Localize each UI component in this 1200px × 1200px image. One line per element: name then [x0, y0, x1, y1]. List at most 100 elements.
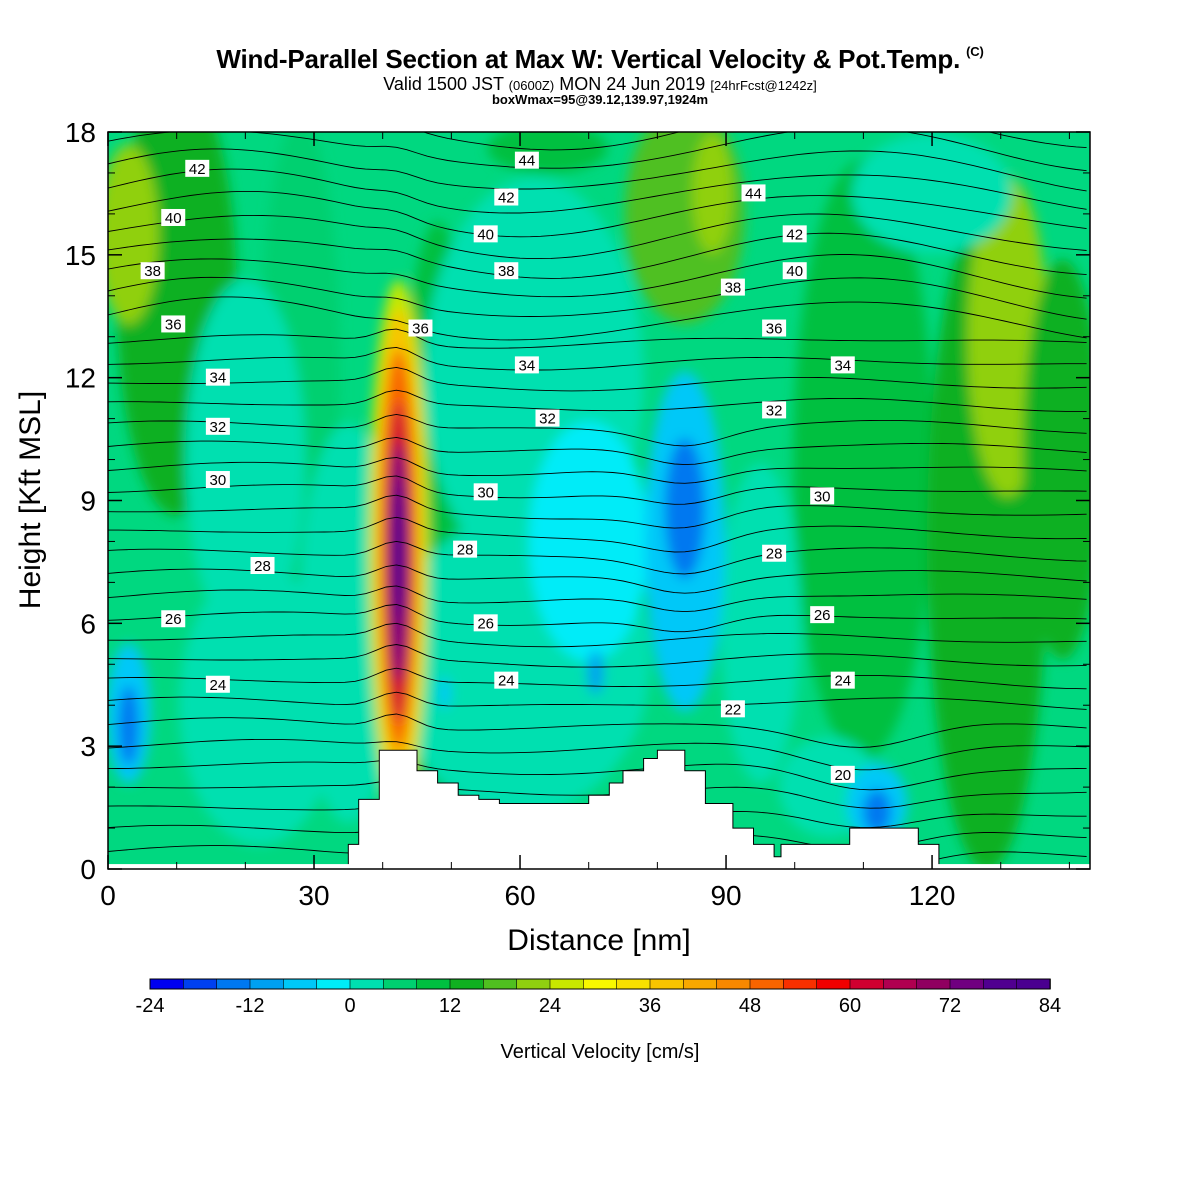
contour-label-text: 38: [144, 263, 161, 280]
contour-label-box: [535, 409, 560, 427]
contour-label: 40: [782, 262, 807, 280]
contour-label-text: 36: [165, 316, 182, 333]
isentrope-lines: [108, 86, 1087, 869]
isentrope-line: [108, 366, 1087, 392]
isentrope-line: [108, 540, 1087, 575]
colorbar-swatch: [1016, 978, 1051, 990]
colorbar-swatch: [949, 978, 985, 990]
colorbar-swatch: [816, 978, 851, 990]
isentrope-line: [108, 759, 1087, 791]
isentrope-line: [108, 132, 1087, 172]
terrain-base: [108, 864, 1090, 869]
isentrope-line: [108, 213, 1087, 260]
contour-label-box: [762, 544, 787, 562]
contour-label-text: 28: [457, 542, 474, 559]
contour-label-text: 34: [834, 357, 851, 374]
isentrope-line: [108, 276, 1087, 320]
contour-label-box: [205, 471, 230, 489]
colorbar-tick-label: 36: [639, 995, 661, 1017]
colorbar-tick-label: 72: [939, 995, 961, 1017]
contour-label: 36: [161, 315, 186, 333]
velocity-region: [392, 479, 405, 620]
contour-label: 30: [205, 471, 230, 489]
isentrope-line: [108, 713, 1087, 748]
contour-label-box: [741, 184, 766, 202]
contour-label-text: 28: [254, 558, 271, 575]
colorbar-swatch: [849, 978, 885, 990]
contour-label-box: [250, 557, 275, 575]
x-tick-label: 120: [909, 880, 956, 911]
isentrope-line: [108, 389, 1087, 412]
isentrope-line: [108, 457, 1087, 484]
contour-label-text: 20: [834, 767, 851, 784]
contour-label-box: [494, 262, 519, 280]
contour-label-box: [494, 671, 519, 689]
velocity-region: [863, 789, 892, 834]
colorbar-swatch: [216, 978, 251, 990]
isentrope-line: [108, 738, 1087, 771]
contour-label: 28: [762, 544, 787, 563]
contour-label-box: [473, 614, 498, 632]
isentrope-line: [108, 516, 1087, 553]
contour-label-box: [185, 159, 210, 177]
contour-label-text: 36: [412, 321, 429, 338]
colorbar-swatch: [683, 978, 718, 990]
contour-label-box: [830, 356, 855, 374]
colorbar-swatch: [616, 978, 651, 990]
contour-label-box: [140, 262, 165, 280]
velocity-region: [528, 421, 649, 662]
contour-label-text: 28: [766, 546, 783, 563]
contour-label-box: [408, 319, 433, 337]
contour-label-box: [205, 368, 230, 386]
colorbar-swatch: [349, 978, 385, 990]
isentrope-line: [108, 667, 1087, 690]
isentrope-line: [108, 296, 1087, 341]
velocity-region: [692, 133, 733, 254]
velocity-region: [1022, 259, 1090, 660]
plot-area: 42 40 38 36 34 32 30 28 26 24 44 42 40 38 36 34 32 30 28 26…: [108, 86, 1090, 869]
contour-label-box: [782, 262, 807, 280]
contour-label: 24: [494, 671, 519, 690]
contour-label-text: 42: [786, 226, 803, 243]
contour-label: 42: [185, 159, 210, 178]
contour-label: 44: [514, 151, 539, 170]
contour-label-box: [161, 610, 186, 628]
contour-label: 38: [494, 262, 519, 280]
colorbar-swatch: [916, 978, 951, 990]
contour-label: 26: [473, 614, 498, 632]
contour-label-text: 24: [498, 673, 515, 690]
isentrope-line: [422, 132, 1087, 151]
isentrope-line: [108, 346, 1087, 371]
contour-label: 32: [535, 409, 560, 428]
contour-label-text: 32: [766, 402, 783, 419]
contour-label-box: [473, 483, 498, 501]
isentrope-line: [108, 232, 1087, 279]
contour-label-text: 36: [766, 321, 783, 338]
contour-label-box: [161, 315, 186, 333]
colorbar-swatch: [516, 978, 551, 990]
isentrope-line: [108, 86, 1087, 131]
isentrope-line: [108, 190, 1087, 238]
y-tick-label: 18: [65, 117, 96, 148]
contour-label: 30: [810, 487, 835, 505]
contour-label-text: 22: [725, 701, 742, 718]
contour-label-box: [514, 151, 539, 169]
y-tick-label: 0: [80, 854, 96, 885]
colorbar-swatch: [783, 978, 818, 990]
contour-label-text: 40: [477, 226, 494, 243]
contour-label: 32: [205, 417, 230, 436]
contour-label: 34: [514, 356, 539, 374]
contour-label: 34: [205, 368, 230, 387]
colorbar-tick-label: -12: [236, 995, 265, 1017]
contour-label: 32: [762, 401, 787, 419]
colorbar-swatch: [449, 978, 485, 990]
isentrope-line: [108, 475, 1087, 505]
contour-label: 42: [782, 225, 807, 243]
x-axis-label: Distance [nm]: [507, 924, 690, 957]
contour-label-text: 30: [210, 472, 227, 489]
colorbar-frame: [149, 978, 1051, 990]
isentrope-line: [108, 691, 1087, 710]
colorbar-swatch: [649, 978, 685, 990]
